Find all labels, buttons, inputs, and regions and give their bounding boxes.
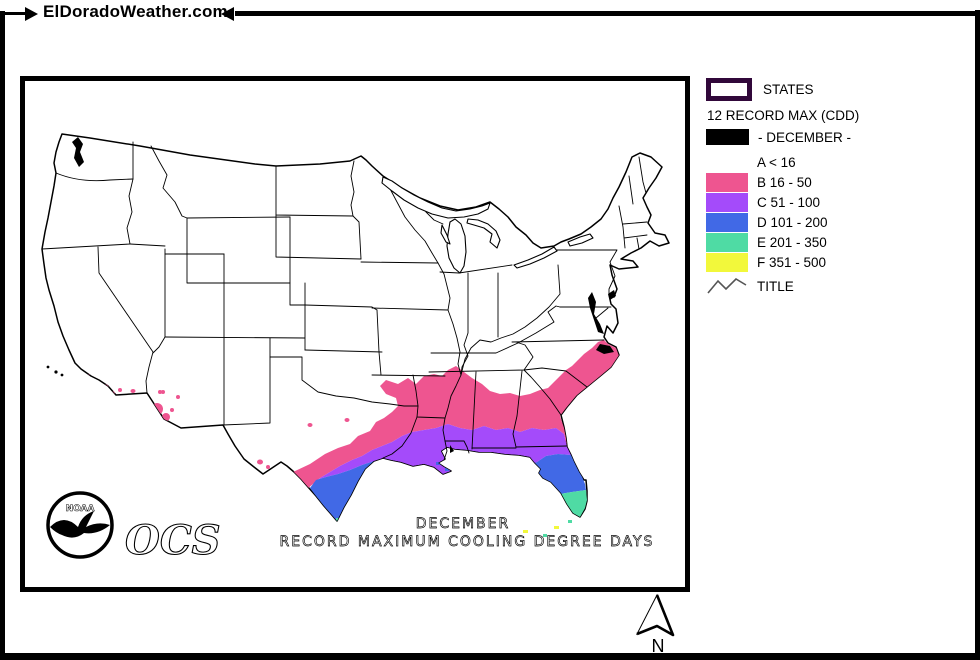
lake-erie [513, 246, 558, 269]
noaa-bird-icon [50, 511, 110, 538]
noaa-logo: NOAA [46, 491, 114, 559]
chesapeake-bay [588, 292, 604, 334]
noaa-logo-label: NOAA [66, 504, 95, 514]
region-e-keys [568, 520, 572, 523]
class-label: A < 16 [757, 154, 796, 170]
region-d-speck [436, 462, 441, 465]
site-title[interactable]: ElDoradoWeather.com [43, 2, 228, 21]
page-border-right [975, 10, 980, 660]
great-lakes [381, 176, 594, 274]
page-border-left [0, 11, 5, 660]
lake-ontario [567, 233, 594, 247]
class-label: D 101 - 200 [757, 214, 828, 230]
class-label: B 16 - 50 [757, 174, 812, 190]
region-f-keys [523, 530, 528, 533]
legend-class-row: B 16 - 50 [706, 172, 971, 192]
legend-class-row: C 51 - 100 [706, 192, 971, 212]
page-border-bottom [0, 653, 980, 660]
region-f-keys [554, 526, 559, 529]
delaware-bay [608, 290, 616, 300]
class-label: F 351 - 500 [757, 254, 827, 270]
legend: STATES 12 RECORD MAX (CDD) - DECEMBER - … [706, 78, 971, 298]
pamlico-sound [596, 344, 614, 354]
region-d-speck [445, 468, 449, 471]
channel-island [60, 373, 64, 377]
header-line-left [0, 12, 25, 15]
class-swatch [706, 212, 748, 232]
class-swatch [706, 192, 748, 212]
legend-december-row: - DECEMBER - [706, 129, 971, 145]
region-b-pink [293, 340, 619, 489]
map-title-line2: RECORD MAXIMUM COOLING DEGREE DAYS [280, 534, 655, 550]
water-features [46, 137, 616, 453]
legend-states-row: STATES [706, 78, 971, 101]
region-c-purple [313, 424, 571, 484]
class-swatch [706, 232, 748, 252]
us-map: DECEMBER RECORD MAXIMUM COOLING DEGREE D… [20, 76, 690, 592]
state-borders [41, 141, 648, 461]
states-label: STATES [763, 82, 814, 97]
class-swatch [706, 172, 748, 192]
arrow-left-icon [221, 7, 234, 21]
legend-heading: 12 RECORD MAX (CDD) [707, 108, 860, 123]
legend-classes: A < 16 B 16 - 50 C 51 - 100 D 101 - 200 E 20… [706, 152, 971, 272]
class-swatch [706, 153, 748, 172]
lake-michigan [446, 218, 467, 274]
legend-class-row: D 101 - 200 [706, 212, 971, 232]
legend-class-row: E 201 - 350 [706, 232, 971, 252]
header-line-right [235, 11, 980, 16]
north-label: N [652, 636, 665, 656]
class-label: E 201 - 350 [757, 234, 827, 250]
arrow-right-icon [25, 7, 38, 21]
puget-sound [72, 137, 84, 167]
north-arrow: N [635, 593, 675, 656]
lake-huron [466, 218, 501, 249]
december-swatch [706, 129, 749, 145]
map-title-line1: DECEMBER [416, 516, 511, 532]
title-label: TITLE [757, 278, 794, 294]
legend-title-row: TITLE [706, 275, 971, 297]
mobile-bay [450, 445, 454, 453]
legend-class-row: A < 16 [706, 152, 971, 172]
december-label: - DECEMBER - [758, 129, 852, 145]
region-e-florida [560, 490, 587, 517]
channel-island [54, 370, 58, 374]
lake-superior [381, 176, 491, 219]
region-e-keys [543, 534, 547, 537]
green-bay [440, 224, 451, 245]
class-swatch [706, 252, 748, 272]
class-label: C 51 - 100 [757, 194, 821, 210]
zigzag-line-icon [707, 277, 747, 294]
ocs-logo-text: OCS [125, 517, 221, 564]
region-d-texas [310, 461, 374, 521]
states-swatch [706, 78, 752, 101]
channel-island [46, 365, 50, 369]
legend-class-row: F 351 - 500 [706, 252, 971, 272]
region-d-florida [533, 454, 586, 494]
